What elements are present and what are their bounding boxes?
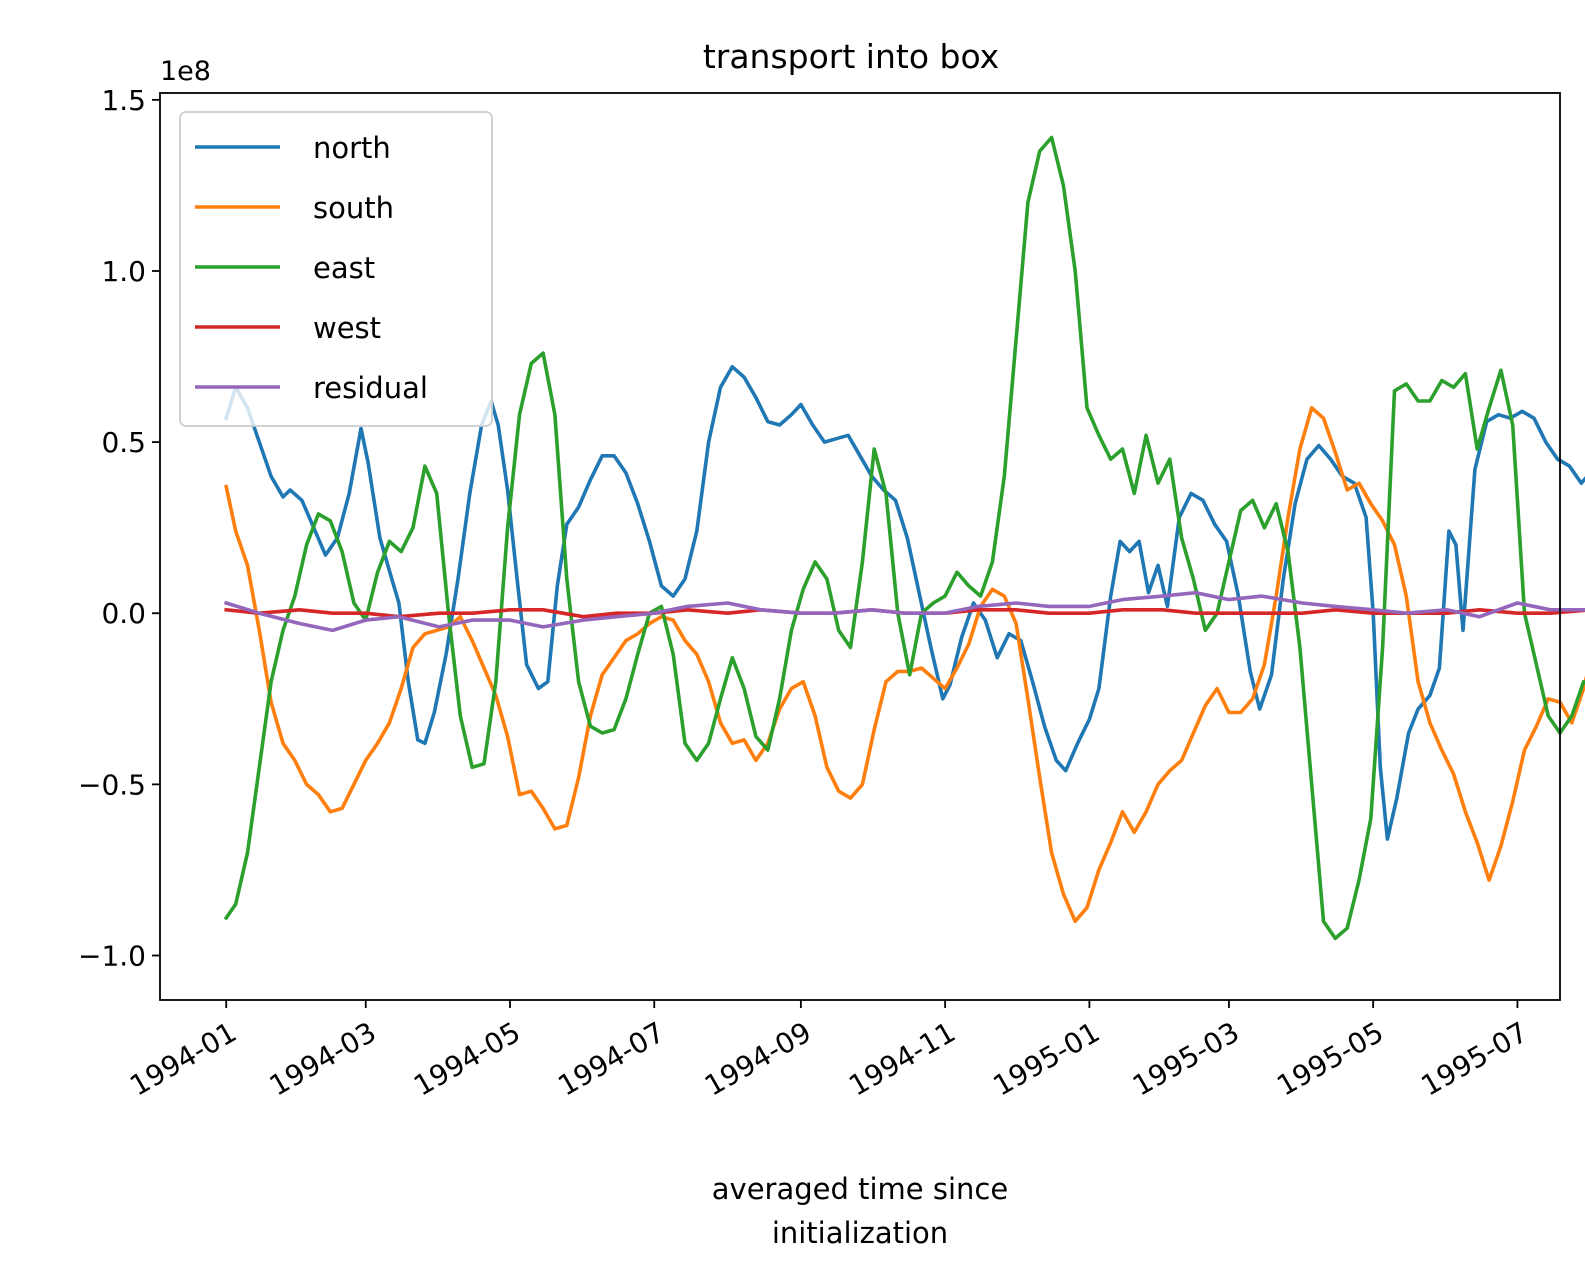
series-line-east [223, 135, 1585, 941]
series-line-west [224, 607, 1585, 619]
legend-label-west: west [313, 311, 381, 345]
y-tick-label: 0.5 [101, 426, 146, 459]
x-axis-label-line-1: averaged time since [712, 1172, 1008, 1206]
legend: north south east west residual [179, 111, 493, 427]
legend-label-residual: residual [313, 371, 428, 405]
plot-frame [159, 92, 1561, 1001]
x-axis-label-line-2: initialization [772, 1216, 948, 1250]
y-tick-label: −1.0 [78, 940, 146, 973]
chart-title: transport into box [703, 37, 999, 76]
y-axis: −1.0 −0.5 0.0 0.5 1.0 1.5 [78, 84, 160, 973]
series-layer [223, 135, 1585, 941]
legend-label-north: north [313, 131, 391, 165]
legend-label-east: east [313, 251, 375, 285]
y-axis-offset-label: 1e8 [160, 56, 211, 87]
y-tick-label: 1.5 [101, 84, 146, 117]
series-line-residual [223, 590, 1585, 633]
y-tick-label: −0.5 [78, 768, 146, 801]
series-line-north [223, 365, 1585, 841]
legend-label-south: south [313, 191, 394, 225]
series-line-south [224, 406, 1585, 924]
y-tick-label: 0.0 [101, 597, 146, 630]
legend-box [179, 111, 493, 427]
y-tick-label: 1.0 [101, 255, 146, 288]
